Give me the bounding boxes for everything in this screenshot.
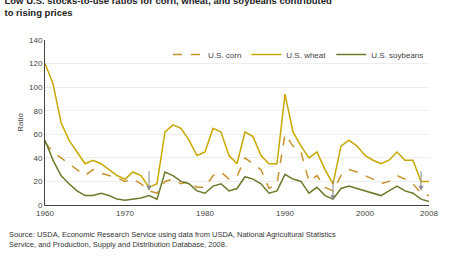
- svg-text:1980: 1980: [196, 209, 214, 218]
- svg-text:1970: 1970: [116, 209, 134, 218]
- svg-text:120: 120: [29, 59, 43, 68]
- svg-text:40: 40: [33, 154, 42, 163]
- svg-text:1990: 1990: [276, 209, 294, 218]
- svg-text:1960: 1960: [36, 209, 54, 218]
- svg-text:80: 80: [33, 107, 42, 116]
- svg-text:2000: 2000: [356, 209, 374, 218]
- svg-text:U.S. wheat: U.S. wheat: [286, 51, 326, 60]
- svg-text:Source: USDA, Economic Researc: Source: USDA, Economic Research Service …: [9, 230, 336, 249]
- svg-text:20: 20: [33, 177, 42, 186]
- svg-text:100: 100: [29, 83, 43, 92]
- svg-text:U.S. corn: U.S. corn: [208, 51, 241, 60]
- svg-text:Low U.S. stocks-to-use ratios: Low U.S. stocks-to-use ratios for corn, …: [5, 0, 332, 18]
- svg-text:U.S. soybeans: U.S. soybeans: [371, 51, 423, 60]
- svg-text:2008: 2008: [420, 209, 438, 218]
- svg-text:140: 140: [29, 36, 43, 45]
- svg-text:0: 0: [38, 201, 43, 210]
- svg-text:60: 60: [33, 130, 42, 139]
- svg-text:Ratio: Ratio: [16, 113, 25, 132]
